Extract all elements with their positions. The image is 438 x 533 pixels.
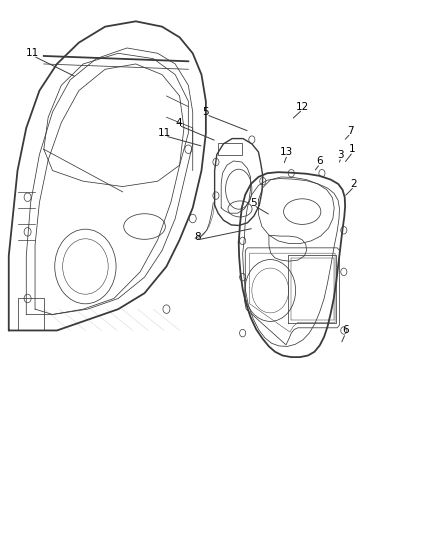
Text: 2: 2 [350, 179, 357, 189]
Text: 5: 5 [250, 198, 257, 207]
Text: 11: 11 [26, 49, 39, 58]
Text: 6: 6 [316, 156, 323, 166]
Text: 3: 3 [337, 150, 344, 159]
Text: 8: 8 [194, 232, 201, 242]
Text: 5: 5 [202, 107, 209, 117]
Text: 7: 7 [347, 126, 354, 135]
Text: 1: 1 [349, 144, 356, 154]
Text: 11: 11 [158, 128, 171, 138]
Bar [218, 143, 242, 155]
Text: 4: 4 [175, 118, 182, 127]
Text: 6: 6 [342, 326, 349, 335]
Text: 13: 13 [280, 147, 293, 157]
Text: 12: 12 [296, 102, 309, 111]
